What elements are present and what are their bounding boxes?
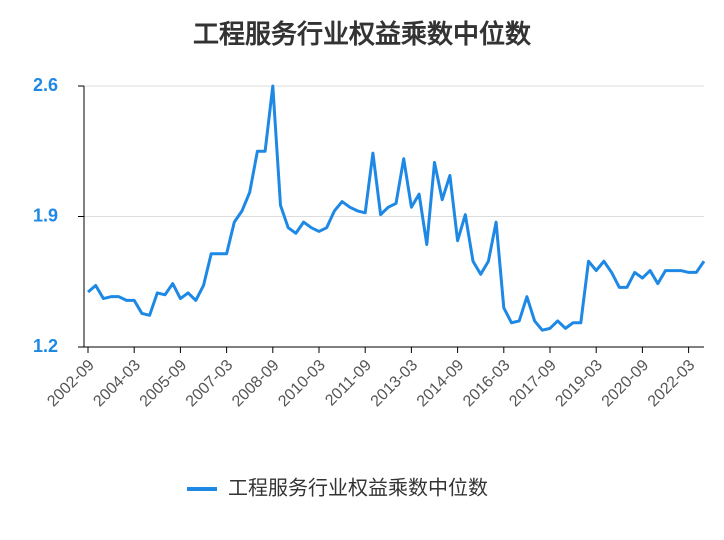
x-tick-label: 2010-03 <box>275 357 329 411</box>
x-tick-label: 2004-03 <box>90 357 144 411</box>
x-tick-label: 2008-09 <box>229 357 283 411</box>
legend-label: 工程服务行业权益乘数中位数 <box>228 476 488 499</box>
x-tick-label: 2017-09 <box>506 357 560 411</box>
x-tick-label: 2013-03 <box>368 357 422 411</box>
x-tick-label: 2022-03 <box>645 357 699 411</box>
data-line <box>87 84 706 332</box>
x-tick-label: 2002-09 <box>44 357 98 411</box>
y-tick-label: 1.9 <box>33 205 58 225</box>
x-tick-label: 2011-09 <box>322 357 375 410</box>
x-tick-label: 2019-03 <box>552 357 606 411</box>
y-tick-label: 1.2 <box>33 336 58 356</box>
x-tick-label: 2007-03 <box>183 357 237 411</box>
x-tick-label: 2014-09 <box>414 357 468 411</box>
chart-title: 工程服务行业权益乘数中位数 <box>193 19 532 49</box>
x-tick-label: 2005-09 <box>137 357 191 411</box>
x-tick-label: 2020-09 <box>599 357 653 411</box>
y-tick-label: 2.6 <box>33 75 58 95</box>
x-tick-label: 2016-03 <box>460 357 514 411</box>
